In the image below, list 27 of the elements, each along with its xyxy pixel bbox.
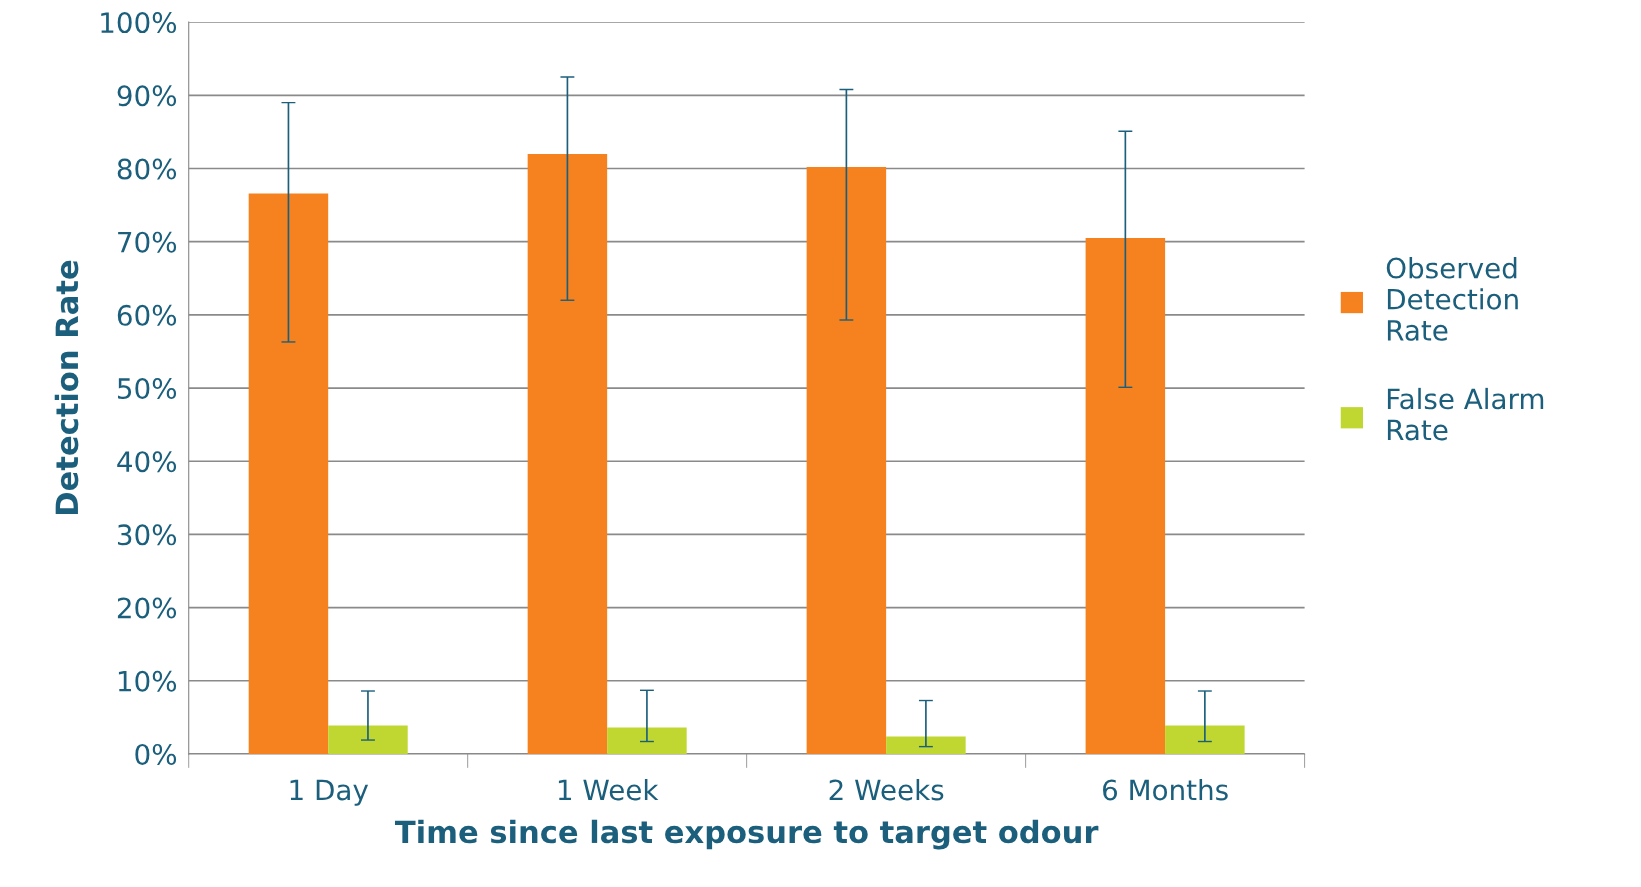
y-tick-label: 10%	[118, 670, 177, 692]
x-axis-title: Time since last exposure to target odour	[394, 819, 1099, 850]
y-tick-label: 100%	[101, 12, 177, 34]
x-tick-label: 6 Months	[1103, 778, 1228, 801]
y-axis-title: Detection Rate	[54, 260, 79, 514]
x-tick-label: 1 Day	[290, 779, 369, 806]
bar	[527, 153, 608, 754]
legend-label: Observed Detection Rate	[1386, 257, 1518, 341]
y-tick-label: 30%	[117, 524, 177, 546]
y-tick-label: 80%	[117, 158, 177, 180]
bar	[248, 193, 329, 754]
y-tick-label: 0%	[135, 743, 177, 765]
y-tick-label: 50%	[118, 378, 177, 400]
legend-label: False Alarm Rate	[1387, 387, 1544, 441]
bar	[607, 727, 687, 754]
bar	[886, 736, 966, 754]
bar	[1165, 725, 1245, 754]
bar	[1085, 238, 1166, 754]
bar	[806, 167, 887, 754]
x-tick-label: 1 Week	[558, 778, 659, 801]
y-tick-label: 40%	[117, 451, 177, 473]
bar	[328, 725, 408, 754]
x-tick-label: 2 Weeks	[829, 778, 944, 801]
y-tick-label: 90%	[117, 85, 177, 107]
y-tick-label: 60%	[117, 304, 177, 326]
y-tick-label: 70%	[118, 231, 177, 253]
y-tick-label: 20%	[117, 597, 177, 619]
